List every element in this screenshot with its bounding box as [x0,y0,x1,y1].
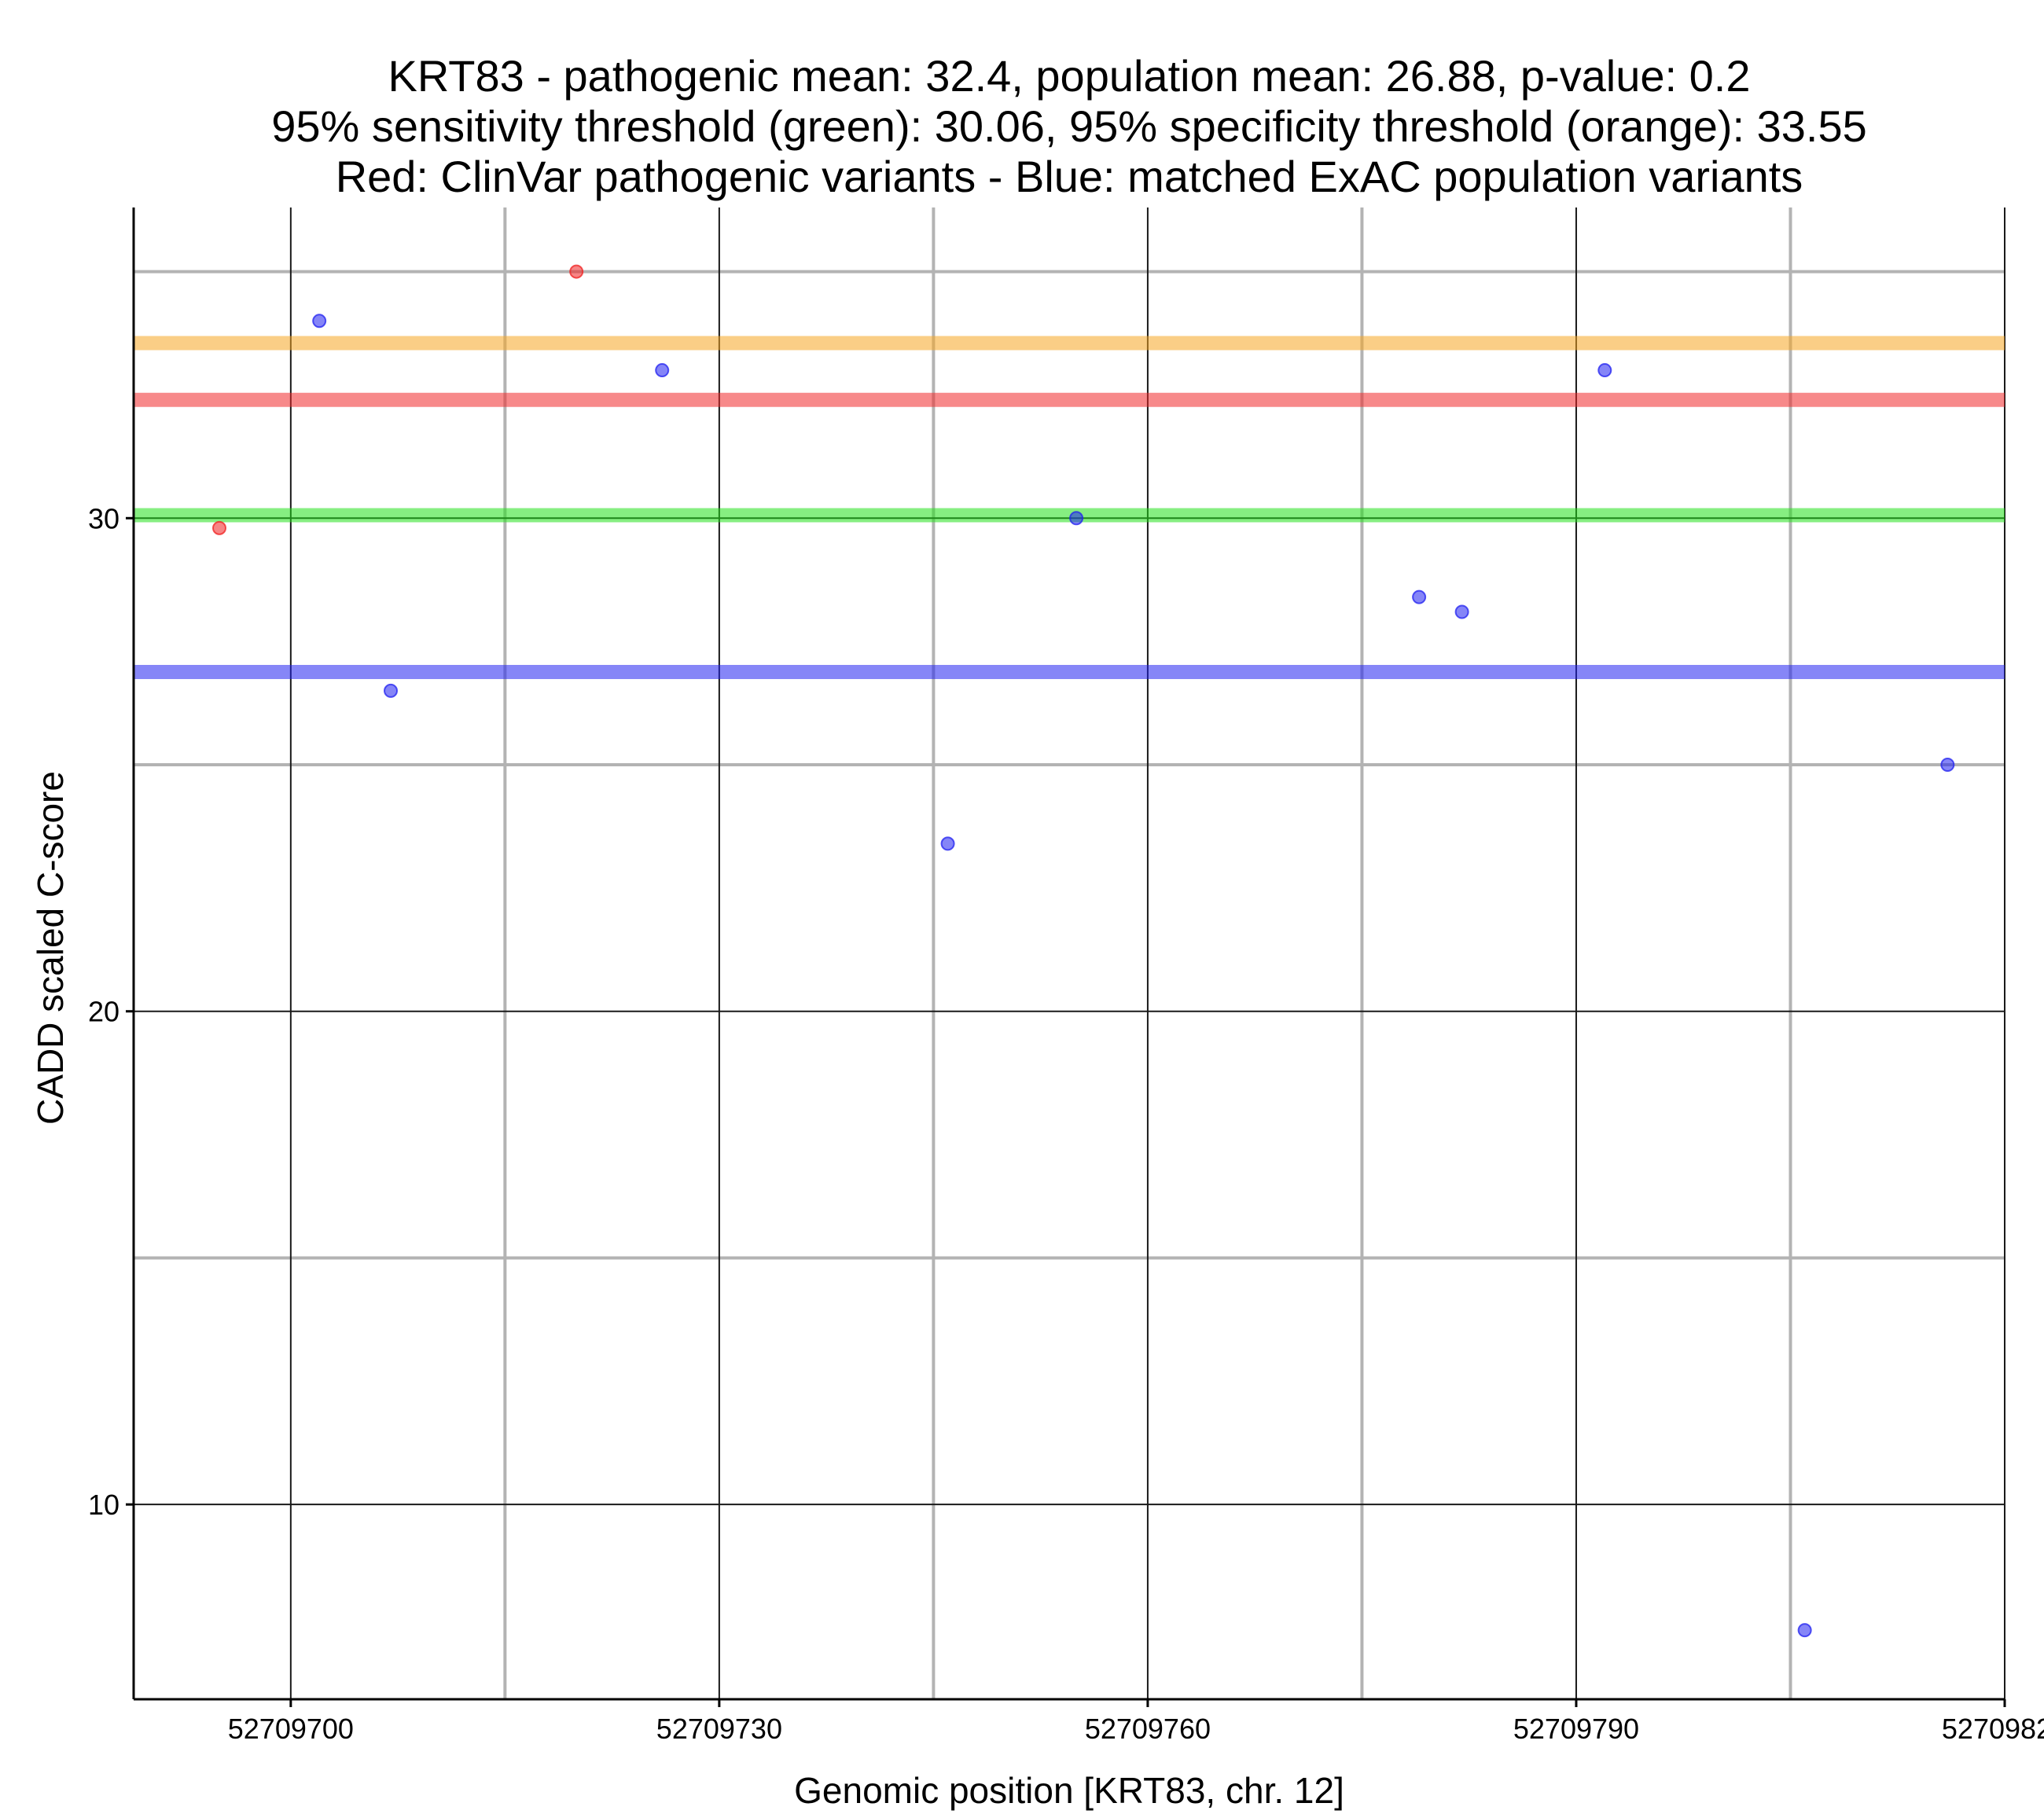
y-tick-label: 20 [88,996,119,1028]
y-tick-label: 10 [88,1489,119,1521]
data-point-series-1 [1412,589,1427,604]
data-point-series-1 [940,836,955,851]
data-point-series-1 [655,363,670,378]
x-tick-label: 52709700 [228,1713,354,1745]
reference-lines [134,336,2005,680]
data-point-series-1 [1454,604,1469,619]
x-tick-label: 52709820 [1942,1713,2044,1745]
x-tick-label: 52709730 [656,1713,782,1745]
data-point-series-0 [212,520,227,535]
data-point-series-1 [1069,511,1084,526]
title-line-2: 95% sensitivity threshold (green): 30.06… [271,101,1867,151]
y-axis-title: CADD scaled C-score [30,771,71,1125]
data-point-series-1 [384,683,399,698]
title-line-1: KRT83 - pathogenic mean: 32.4, populatio… [388,51,1750,101]
y-tick-label: 30 [88,502,119,534]
title-line-3: Red: ClinVar pathogenic variants - Blue:… [336,152,1803,201]
data-point-series-1 [312,314,327,329]
data-point-series-0 [569,264,584,279]
x-axis-title: Genomic position [KRT83, chr. 12] [794,1770,1344,1811]
data-point-series-1 [1597,363,1612,378]
axes: 52709700 52709730 52709760 52709790 52709820… [88,207,2044,1745]
data-points [212,264,1955,1638]
grid-layer [134,207,2005,1699]
x-tick-label: 52709760 [1085,1713,1211,1745]
data-point-series-1 [1797,1623,1812,1638]
chart-title: KRT83 - pathogenic mean: 32.4, populatio… [271,51,1867,201]
x-tick-label: 52709790 [1513,1713,1639,1745]
data-point-series-1 [1940,758,1955,773]
